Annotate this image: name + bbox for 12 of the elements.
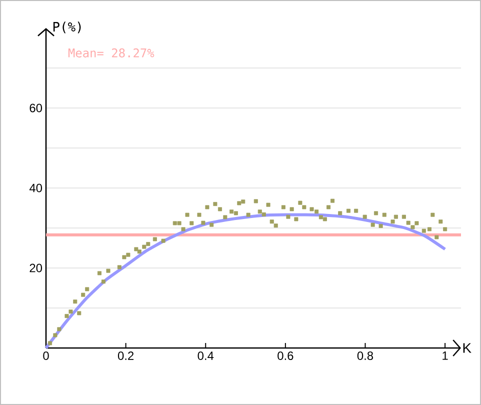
ref-line-label: Mean= 28.27% — [68, 48, 154, 58]
y-tick-label: 20 — [30, 264, 42, 272]
x-tick-label: 0 — [43, 352, 49, 360]
y-axis-title: P(%) — [53, 22, 81, 34]
x-tick-label: 0.8 — [357, 352, 374, 360]
x-tick-label: 0.4 — [198, 352, 214, 360]
x-tick-label: 0.2 — [118, 352, 134, 360]
x-axis-title: K — [463, 343, 472, 353]
x-tick-label: 1 — [442, 352, 448, 360]
x-tick-label: 0.6 — [278, 352, 294, 360]
y-tick-label: 40 — [29, 184, 42, 192]
y-tick-label: 60 — [30, 104, 42, 112]
